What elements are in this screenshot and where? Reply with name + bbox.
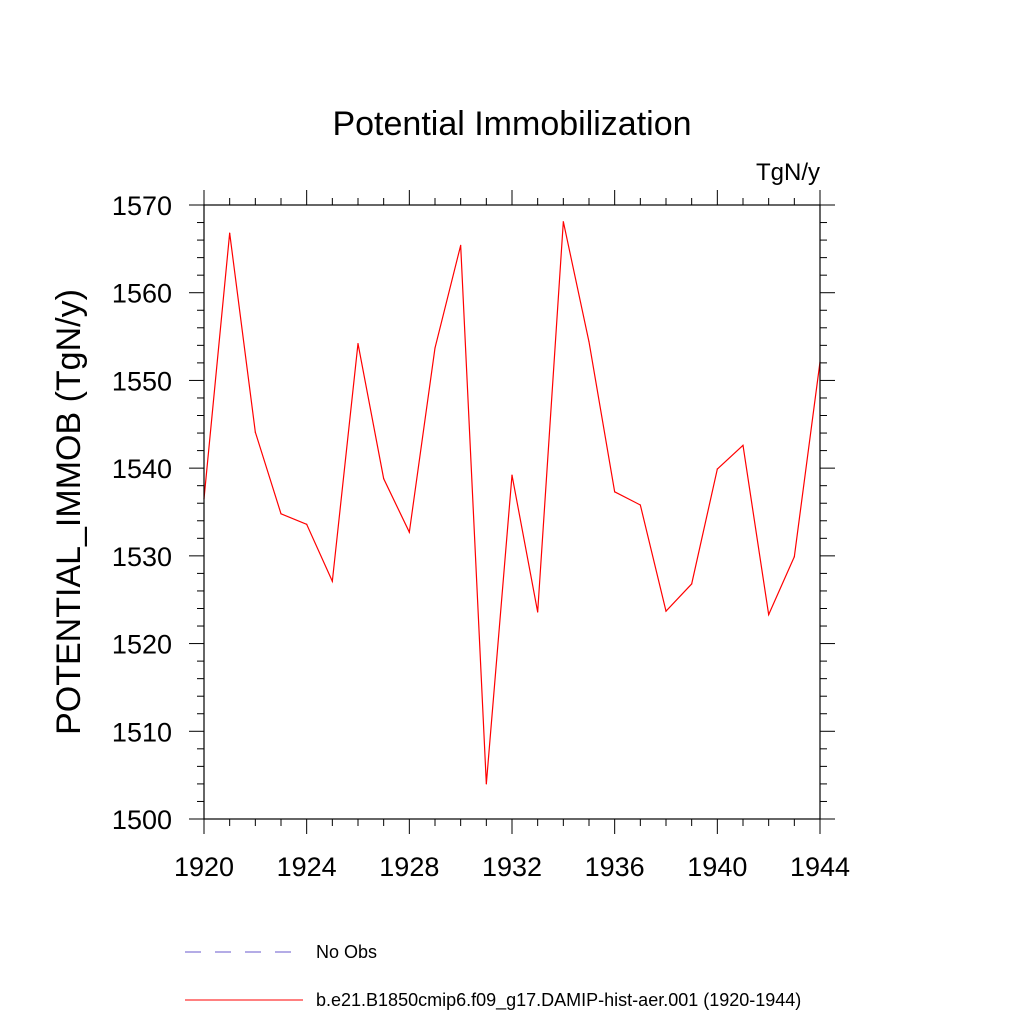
data-point xyxy=(614,491,616,493)
axis-ticks: 1920 1924 1928 1932 1936 1940 1944 1500 1510 1520… xyxy=(112,190,850,882)
data-point xyxy=(716,468,718,470)
y-tick-label: 1530 xyxy=(112,542,172,572)
data-point xyxy=(562,221,564,223)
y-tick-label: 1510 xyxy=(112,717,172,747)
data-point xyxy=(460,244,462,246)
data-point xyxy=(331,580,333,582)
chart-title: Potential Immobilization xyxy=(332,105,691,143)
x-tick-label: 1936 xyxy=(585,852,645,882)
series-line-0 xyxy=(203,221,821,784)
x-tick-label: 1940 xyxy=(687,852,747,882)
series-layer xyxy=(203,221,821,785)
y-tick-label: 1550 xyxy=(112,366,172,396)
data-point xyxy=(434,347,436,349)
data-point xyxy=(588,341,590,343)
data-point xyxy=(485,783,487,785)
x-tick-label: 1920 xyxy=(174,852,234,882)
y-axis-label: POTENTIAL_IMMOB (TgN/y) xyxy=(50,289,88,735)
legend-label-no-obs: No Obs xyxy=(316,942,377,962)
data-point xyxy=(229,232,231,234)
plot-frame xyxy=(203,204,821,820)
data-point xyxy=(768,614,770,616)
data-point xyxy=(639,504,641,506)
data-point xyxy=(254,431,256,433)
x-tick-label: 1932 xyxy=(482,852,542,882)
y-tick-label: 1540 xyxy=(112,454,172,484)
y-tick-label: 1500 xyxy=(112,805,172,835)
data-point xyxy=(511,474,513,476)
data-point xyxy=(537,611,539,613)
data-point xyxy=(691,583,693,585)
data-point xyxy=(793,556,795,558)
data-point xyxy=(280,513,282,515)
data-point xyxy=(357,342,359,345)
y-tick-label: 1560 xyxy=(112,279,172,309)
y-tick-label: 1520 xyxy=(112,630,172,660)
x-tick-label: 1944 xyxy=(790,852,850,882)
x-tick-label: 1924 xyxy=(277,852,337,882)
data-point xyxy=(665,610,667,612)
data-point xyxy=(383,478,385,480)
data-point xyxy=(306,523,308,525)
legend-label-model-run: b.e21.B1850cmip6.f09_g17.DAMIP-hist-aer.… xyxy=(316,990,801,1011)
units-label: TgN/y xyxy=(756,159,820,186)
x-tick-label: 1928 xyxy=(379,852,439,882)
data-point xyxy=(742,444,744,446)
y-tick-label: 1570 xyxy=(112,191,172,221)
data-point xyxy=(408,531,410,533)
legend: No Obs b.e21.B1850cmip6.f09_g17.DAMIP-hi… xyxy=(185,942,801,1011)
